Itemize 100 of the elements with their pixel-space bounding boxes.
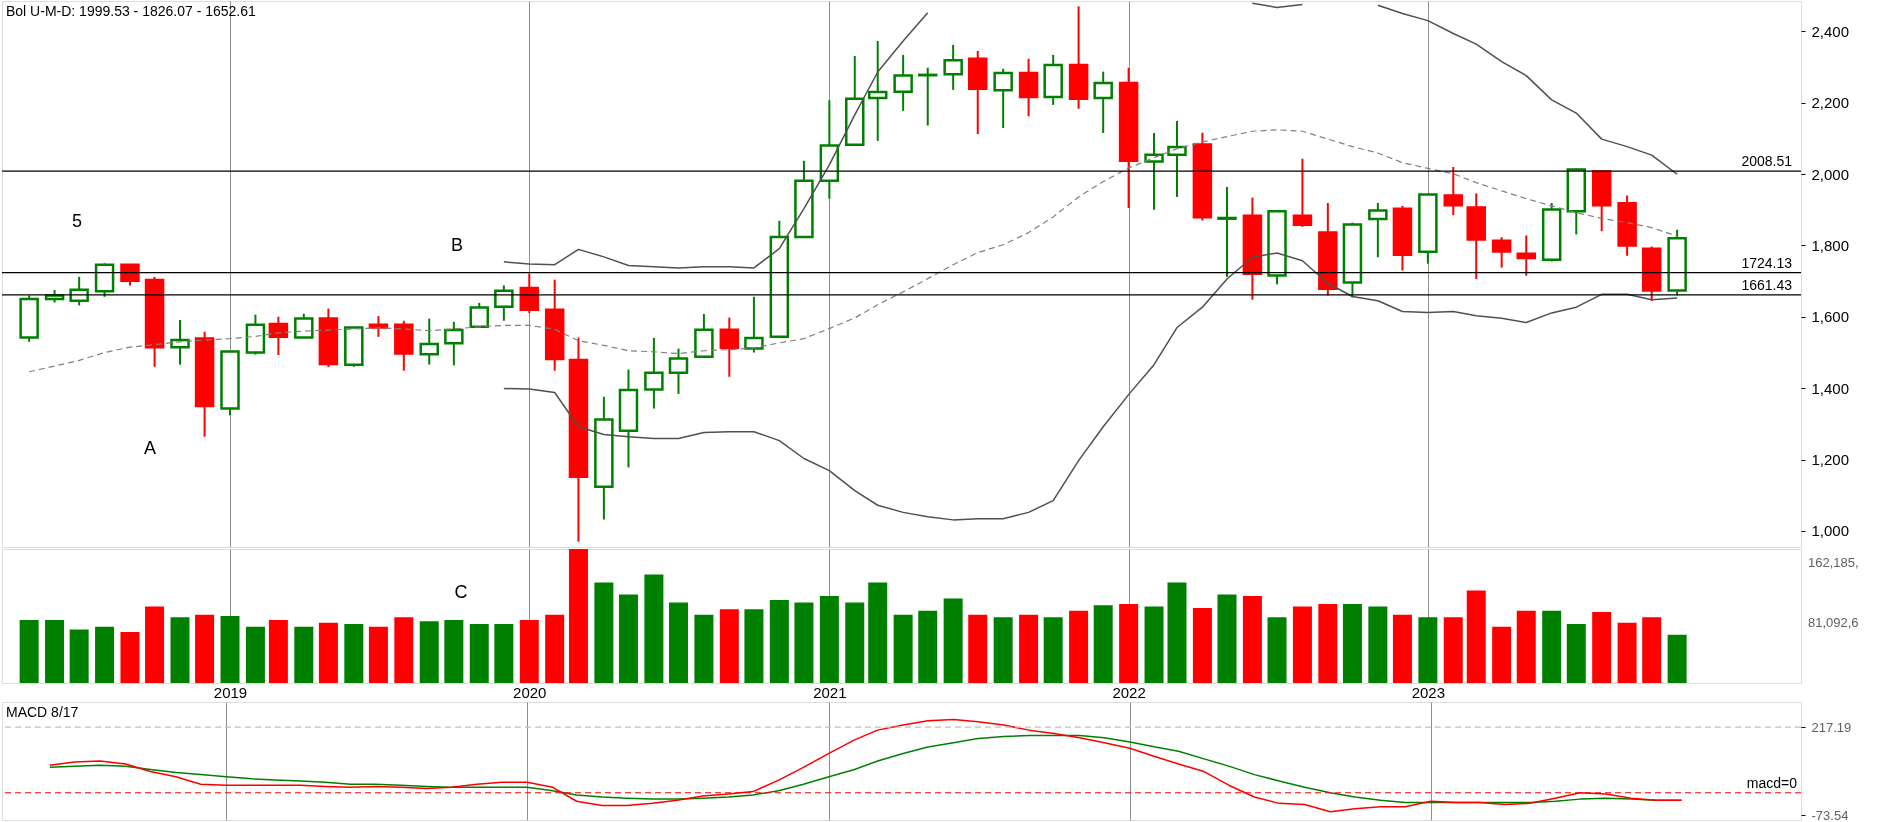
bar bbox=[1093, 605, 1113, 683]
candlestick bbox=[1443, 165, 1464, 217]
text: 81,092,6 bbox=[1808, 615, 1859, 630]
bar bbox=[644, 574, 664, 683]
bar bbox=[1368, 606, 1388, 683]
bar bbox=[120, 632, 140, 683]
candlestick bbox=[419, 317, 439, 366]
x-tick-label: 2020 bbox=[513, 683, 547, 701]
candlestick bbox=[993, 67, 1013, 130]
line-series bbox=[28, 129, 1678, 373]
bar bbox=[1542, 610, 1562, 683]
candlestick bbox=[469, 301, 490, 329]
x-tick-label: 2023 bbox=[1411, 683, 1446, 701]
annotation: C bbox=[454, 582, 468, 602]
annotation: B bbox=[450, 235, 464, 255]
candlestick bbox=[1167, 119, 1187, 198]
y-tick-label: 2,400 bbox=[1811, 22, 1850, 40]
bar bbox=[1217, 594, 1237, 683]
annotation: A bbox=[143, 438, 157, 458]
candlestick bbox=[1018, 57, 1039, 118]
y-tick-label: 2,200 bbox=[1811, 94, 1850, 112]
bar bbox=[19, 620, 39, 683]
bar bbox=[1443, 617, 1463, 683]
candlestick bbox=[120, 263, 140, 287]
y-tick-label: 2,000 bbox=[1811, 165, 1850, 183]
bar bbox=[444, 620, 464, 683]
candlestick bbox=[368, 315, 389, 338]
ref-line-label: 1724.13 bbox=[1741, 254, 1793, 271]
bar bbox=[1167, 582, 1187, 683]
bar bbox=[545, 614, 565, 683]
candlestick bbox=[170, 319, 190, 366]
candlestick bbox=[719, 316, 740, 378]
bar bbox=[1192, 607, 1212, 683]
y-tick-label: 1,000 bbox=[1811, 522, 1850, 540]
line-series bbox=[503, 252, 1678, 521]
bar bbox=[668, 602, 688, 683]
y-tick-label: 217.19 bbox=[1811, 719, 1852, 735]
bar bbox=[344, 624, 364, 683]
candlestick bbox=[294, 312, 314, 339]
x-tick-label: 2019 bbox=[213, 683, 248, 701]
bar bbox=[469, 624, 489, 683]
bar bbox=[1592, 611, 1612, 683]
bar bbox=[394, 617, 414, 683]
bar bbox=[1492, 626, 1512, 683]
bar bbox=[318, 622, 338, 683]
bar bbox=[1617, 622, 1637, 683]
bar bbox=[1119, 603, 1139, 683]
bar bbox=[69, 629, 89, 683]
candlestick bbox=[519, 272, 540, 314]
bar bbox=[568, 549, 588, 683]
candlestick bbox=[668, 347, 689, 395]
candlestick bbox=[1144, 132, 1164, 211]
bar bbox=[993, 617, 1013, 683]
y-tick-label: 1,800 bbox=[1811, 236, 1850, 254]
bar bbox=[268, 620, 288, 683]
bar bbox=[769, 599, 789, 683]
bar bbox=[694, 614, 714, 683]
candlestick bbox=[867, 39, 888, 142]
bar bbox=[1392, 614, 1412, 683]
bar bbox=[1516, 610, 1536, 683]
bar bbox=[419, 621, 439, 683]
bar bbox=[744, 609, 764, 683]
bar bbox=[1069, 610, 1089, 683]
bar bbox=[1019, 614, 1039, 683]
y-tick-label: 1,400 bbox=[1811, 379, 1850, 397]
bar bbox=[1566, 624, 1586, 683]
x-tick-label: 2021 bbox=[813, 683, 847, 701]
bar bbox=[1642, 617, 1662, 683]
y-tick-label: -73.54 bbox=[1811, 807, 1849, 822]
x-tick-label: 2022 bbox=[1112, 683, 1146, 701]
bar bbox=[1242, 595, 1262, 683]
candlestick bbox=[1368, 201, 1388, 259]
bar bbox=[868, 582, 888, 683]
ref-line-label: 1661.43 bbox=[1741, 276, 1793, 293]
bar bbox=[1292, 606, 1312, 683]
chart-title: MACD 8/17 bbox=[6, 704, 79, 720]
bar bbox=[893, 614, 913, 683]
bar bbox=[1418, 617, 1438, 683]
bar bbox=[1043, 617, 1063, 683]
candlestick bbox=[1292, 157, 1313, 228]
candlestick bbox=[1491, 236, 1512, 269]
bar bbox=[45, 620, 65, 683]
bar bbox=[845, 602, 865, 683]
bar bbox=[618, 594, 638, 683]
bar bbox=[594, 582, 614, 683]
bar bbox=[145, 606, 165, 683]
candlestick bbox=[893, 53, 913, 112]
bar bbox=[220, 616, 240, 683]
bar bbox=[245, 626, 265, 683]
y-tick-label: 1,600 bbox=[1811, 308, 1850, 326]
text: 162,185, bbox=[1808, 555, 1859, 570]
annotation: 5 bbox=[71, 211, 83, 231]
bar bbox=[368, 626, 388, 683]
bar bbox=[1144, 606, 1164, 683]
bar bbox=[819, 595, 839, 683]
bar bbox=[794, 602, 814, 683]
bar bbox=[170, 617, 190, 683]
candlestick bbox=[943, 43, 963, 91]
bar bbox=[943, 598, 963, 683]
bar bbox=[494, 624, 514, 683]
